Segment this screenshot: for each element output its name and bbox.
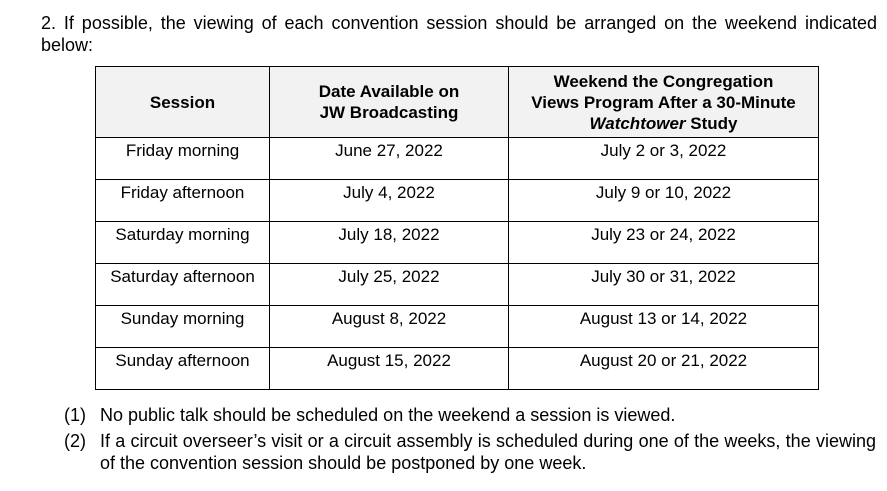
schedule-table: Session Date Available on JW Broadcastin…: [95, 66, 819, 390]
weekend-cell: August 20 or 21, 2022: [508, 347, 819, 390]
table-row: Sunday afternoon August 15, 2022 August …: [95, 347, 819, 390]
date-cell: July 18, 2022: [269, 221, 509, 264]
header-weekend-line1: Weekend the Congregation: [553, 71, 774, 91]
date-cell: August 15, 2022: [269, 347, 509, 390]
header-weekend-tail: Study: [685, 113, 738, 133]
note-number: (1): [64, 405, 86, 425]
note-number: (2): [64, 431, 86, 451]
table-header-row: Session Date Available on JW Broadcastin…: [95, 66, 819, 138]
session-cell: Saturday afternoon: [95, 263, 270, 306]
session-cell: Sunday afternoon: [95, 347, 270, 390]
note-item: (2) If a circuit overseer’s visit or a c…: [64, 430, 876, 474]
table-row: Sunday morning August 8, 2022 August 13 …: [95, 305, 819, 348]
weekend-cell: July 9 or 10, 2022: [508, 179, 819, 222]
header-date-line1: Date Available on: [318, 82, 460, 101]
session-cell: Friday afternoon: [95, 179, 270, 222]
note-text: If a circuit overseer’s visit or a circu…: [100, 431, 876, 473]
note-item: (1) No public talk should be scheduled o…: [64, 404, 876, 426]
notes-list: (1) No public talk should be scheduled o…: [64, 404, 876, 478]
session-cell: Friday morning: [95, 137, 270, 180]
header-date-line2: JW Broadcasting: [319, 103, 459, 122]
table-row: Saturday morning July 18, 2022 July 23 o…: [95, 221, 819, 264]
weekend-cell: August 13 or 14, 2022: [508, 305, 819, 348]
session-cell: Saturday morning: [95, 221, 270, 264]
date-cell: July 4, 2022: [269, 179, 509, 222]
header-weekend-italic: Watchtower: [589, 113, 686, 133]
header-session: Session: [95, 66, 270, 138]
date-cell: August 8, 2022: [269, 305, 509, 348]
date-cell: June 27, 2022: [269, 137, 509, 180]
intro-paragraph: 2. If possible, the viewing of each conv…: [41, 13, 877, 55]
weekend-cell: July 2 or 3, 2022: [508, 137, 819, 180]
weekend-cell: July 30 or 31, 2022: [508, 263, 819, 306]
date-cell: July 25, 2022: [269, 263, 509, 306]
header-date-available: Date Available on JW Broadcasting: [269, 66, 509, 138]
table-row: Saturday afternoon July 25, 2022 July 30…: [95, 263, 819, 306]
note-text: No public talk should be scheduled on th…: [100, 405, 676, 425]
table-row: Friday afternoon July 4, 2022 July 9 or …: [95, 179, 819, 222]
header-weekend-line2: Views Program After a 30-Minute: [531, 92, 796, 112]
header-weekend: Weekend the Congregation Views Program A…: [508, 66, 819, 138]
table-row: Friday morning June 27, 2022 July 2 or 3…: [95, 137, 819, 180]
weekend-cell: July 23 or 24, 2022: [508, 221, 819, 264]
session-cell: Sunday morning: [95, 305, 270, 348]
